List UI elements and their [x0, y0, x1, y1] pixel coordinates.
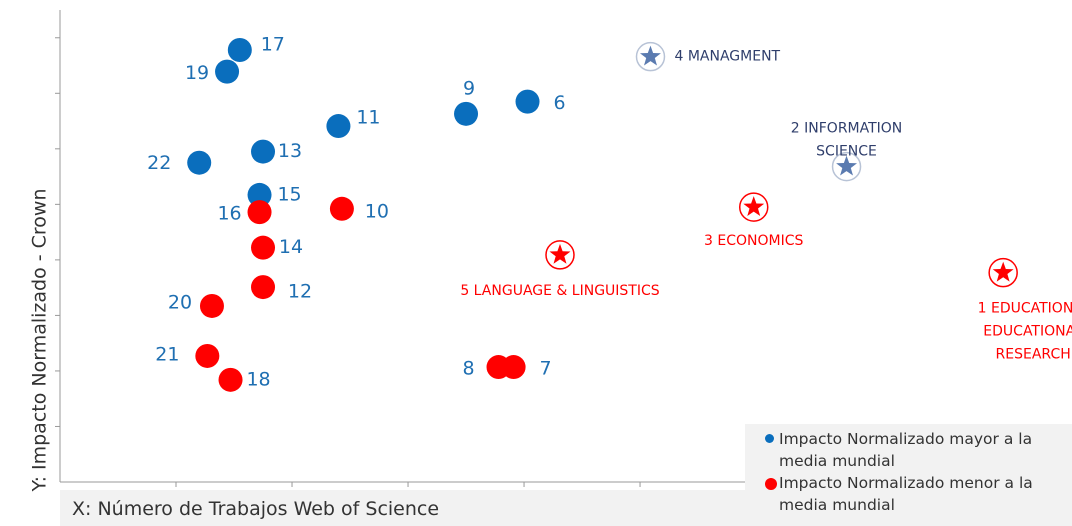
point-label: 7: [540, 358, 552, 380]
point-label: 11: [356, 107, 380, 129]
point-label: 18: [246, 368, 270, 390]
y-axis-label: Y: Impacto Normalizado - Crown: [29, 188, 51, 492]
point-label: 13: [278, 140, 302, 162]
point-label: 12: [288, 281, 312, 303]
point: [247, 200, 272, 225]
legend: Impacto Normalizado mayor a la media mun…: [745, 424, 1072, 526]
highlight-label: 5 LANGUAGE & LINGUISTICS: [460, 283, 659, 299]
star: [836, 155, 857, 176]
legend-swatch: [765, 478, 777, 490]
point: [515, 89, 540, 114]
point: [329, 196, 354, 221]
point: [187, 150, 212, 175]
point: [454, 101, 479, 126]
highlight-point: [545, 240, 575, 270]
point-label: 17: [261, 33, 285, 55]
point: [199, 293, 224, 318]
point: [227, 37, 252, 62]
point: [251, 275, 276, 300]
star: [549, 243, 571, 264]
point: [218, 367, 243, 392]
star: [743, 196, 765, 216]
highlight-label: 1 EDUCATION &: [978, 301, 1072, 317]
legend-label: Impacto Normalizado menor a la media mun…: [779, 474, 1033, 514]
highlight-point: [988, 257, 1018, 288]
point: [251, 235, 276, 260]
point-label: 22: [147, 152, 171, 174]
point-label: 15: [277, 183, 301, 205]
point-label: 21: [155, 343, 179, 365]
legend-item: Impacto Normalizado mayor a la media mun…: [765, 428, 1069, 472]
highlight-point: [831, 151, 862, 182]
point-label: 14: [279, 236, 303, 258]
point: [215, 59, 240, 84]
x-axis-label-box: X: Número de Trabajos Web of Science: [60, 490, 745, 526]
point: [247, 182, 272, 207]
highlight-label: 4 MANAGMENT: [674, 49, 780, 65]
point-label: 16: [217, 203, 241, 225]
highlight-label: 2 INFORMATION: [791, 121, 903, 137]
point-label: 6: [553, 92, 565, 114]
highlight-label: 3 ECONOMICS: [704, 233, 803, 249]
point-label: 20: [168, 291, 192, 313]
star: [640, 45, 661, 66]
highlight-label: RESEARCH: [996, 347, 1071, 363]
highlight-label: SCIENCE: [816, 144, 877, 160]
point-label: 19: [185, 62, 209, 84]
point: [501, 355, 526, 380]
legend-item: Impacto Normalizado menor a la media mun…: [765, 472, 1069, 516]
legend-label: Impacto Normalizado mayor a la media mun…: [779, 430, 1033, 470]
point-label: 8: [462, 358, 474, 380]
point: [326, 114, 351, 139]
highlight-point: [635, 41, 666, 72]
point-label: 10: [365, 200, 389, 222]
highlight-label: EDUCATIONAL: [983, 324, 1072, 340]
highlight-point: [738, 192, 769, 222]
point-label: 9: [463, 77, 475, 99]
legend-swatch: [765, 434, 774, 443]
star: [992, 261, 1014, 282]
point: [251, 139, 276, 164]
point: [195, 343, 220, 368]
x-axis-label: X: Número de Trabajos Web of Science: [72, 498, 440, 520]
